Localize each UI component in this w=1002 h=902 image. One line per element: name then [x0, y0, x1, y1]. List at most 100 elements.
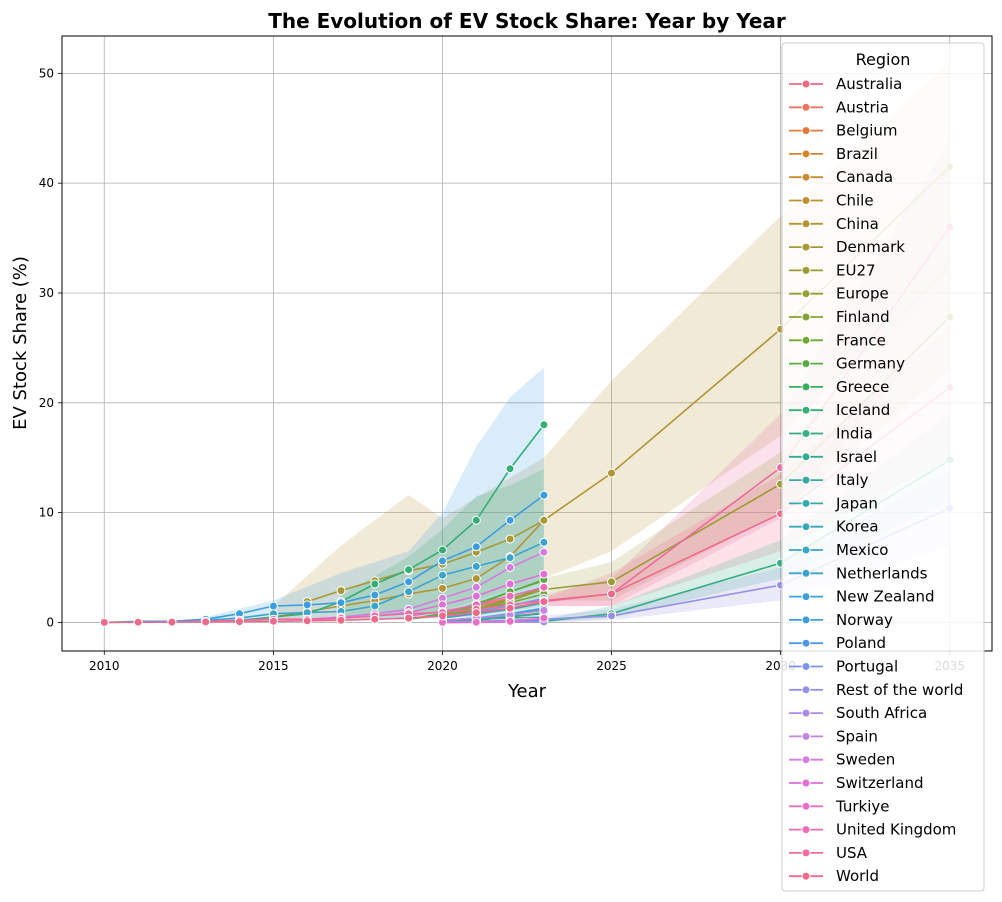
x-tick-label: 2010 — [89, 659, 120, 673]
data-point-norway — [438, 556, 447, 566]
legend-marker — [801, 708, 811, 718]
data-point-united-kingdom — [505, 591, 515, 601]
legend-label: France — [836, 331, 886, 349]
legend-item-brazil: Brazil — [789, 145, 878, 163]
y-tick-label: 40 — [39, 176, 54, 190]
legend-item-turkiye: Turkiye — [789, 797, 890, 815]
data-point-turkiye — [471, 617, 481, 627]
legend-label: Belgium — [836, 122, 898, 140]
legend-label: Europe — [836, 285, 889, 303]
legend-item-chile: Chile — [789, 192, 874, 210]
legend-label: USA — [836, 844, 868, 862]
legend-item-japan: Japan — [789, 494, 878, 512]
x-axis-label: Year — [507, 681, 547, 702]
legend-item-eu27: EU27 — [789, 261, 876, 279]
data-point-denmark — [336, 586, 346, 596]
y-tick-label: 50 — [39, 66, 54, 80]
legend-item-new-zealand: New Zealand — [789, 588, 935, 606]
legend-items: Australia Austria Belgium Brazil Canada Chile… — [789, 75, 963, 885]
series-line-spain — [442, 609, 545, 622]
legend-marker — [801, 265, 811, 275]
legend-marker — [801, 312, 811, 322]
legend-marker — [801, 638, 811, 648]
legend-marker — [801, 498, 811, 508]
legend-marker — [801, 172, 811, 182]
legend-label: Rest of the world — [836, 681, 963, 699]
data-point-world — [167, 617, 177, 627]
legend-label: South Africa — [836, 704, 927, 722]
data-point-china — [607, 468, 616, 478]
legend-item-sweden: Sweden — [789, 751, 895, 769]
legend-item-united-kingdom: United Kingdom — [789, 821, 956, 839]
legend-item-india: India — [789, 425, 873, 443]
legend-label: Greece — [836, 378, 889, 396]
legend-marker — [801, 522, 811, 532]
legend-label: Italy — [836, 471, 869, 489]
data-point-norway — [471, 542, 481, 552]
data-point-netherlands — [539, 537, 549, 547]
data-point-netherlands — [471, 561, 481, 571]
data-point-sweden — [539, 547, 549, 557]
data-point-norway — [539, 490, 549, 500]
legend-item-usa: USA — [789, 844, 868, 862]
y-tick-label: 10 — [39, 506, 54, 520]
data-point-world — [133, 617, 143, 627]
legend-item-australia: Australia — [789, 75, 902, 93]
legend-item-south-africa: South Africa — [789, 704, 927, 722]
data-point-netherlands — [438, 570, 447, 580]
data-point-world — [607, 589, 616, 599]
legend-label: Austria — [836, 98, 889, 116]
legend-label: World — [836, 867, 879, 885]
legend-label: Norway — [836, 611, 893, 629]
plot-frame — [61, 35, 993, 652]
legend-marker — [801, 149, 811, 159]
legend-item-europe: Europe — [789, 285, 889, 303]
legend-marker — [801, 242, 811, 252]
legend-label: China — [836, 215, 879, 233]
legend-marker — [801, 102, 811, 112]
data-point-iceland — [370, 579, 380, 589]
legend-marker — [801, 778, 811, 788]
legend-item-italy: Italy — [789, 471, 869, 489]
data-point-switzerland — [505, 579, 515, 589]
series-line-korea — [442, 601, 545, 619]
data-point-world — [302, 616, 312, 626]
legend-item-poland: Poland — [789, 634, 886, 652]
data-point-world — [539, 597, 549, 607]
data-point-world — [404, 613, 414, 623]
legend-label: Chile — [836, 192, 874, 210]
legend-label: Denmark — [836, 238, 905, 256]
band-iceland — [341, 468, 544, 621]
data-point-spain — [539, 605, 549, 615]
data-point-rest-of-the-world — [607, 611, 616, 621]
legend-item-world: World — [789, 867, 879, 885]
data-point-iceland — [438, 545, 447, 555]
data-point-world — [438, 611, 447, 621]
legend-marker — [801, 79, 811, 89]
legend-label: Spain — [836, 727, 878, 745]
legend-marker — [801, 219, 811, 229]
legend-marker — [801, 871, 811, 881]
legend-label: Turkiye — [835, 797, 890, 815]
data-point-world — [268, 616, 278, 626]
legend-label: Switzerland — [836, 774, 924, 792]
data-point-norway — [404, 577, 414, 587]
data-point-world — [201, 617, 211, 627]
legend-marker — [801, 452, 811, 462]
data-point-sweden — [471, 582, 481, 592]
data-point-sweden — [505, 563, 515, 572]
legend-item-france: France — [789, 331, 886, 349]
data-point-switzerland — [471, 591, 481, 601]
legend-label: United Kingdom — [836, 821, 956, 839]
legend-item-austria: Austria — [789, 98, 889, 116]
y-tick-label: 30 — [39, 286, 54, 300]
data-point-norway — [268, 601, 278, 611]
data-point-turkiye — [505, 616, 515, 626]
legend-marker — [801, 545, 811, 555]
legend-item-norway: Norway — [789, 611, 893, 629]
legend-item-switzerland: Switzerland — [789, 774, 924, 792]
legend-item-belgium: Belgium — [789, 122, 898, 140]
data-point-netherlands — [505, 553, 515, 563]
legend-item-spain: Spain — [789, 727, 878, 745]
legend: Region Australia Austria Belgium Brazil Cana… — [781, 42, 985, 892]
